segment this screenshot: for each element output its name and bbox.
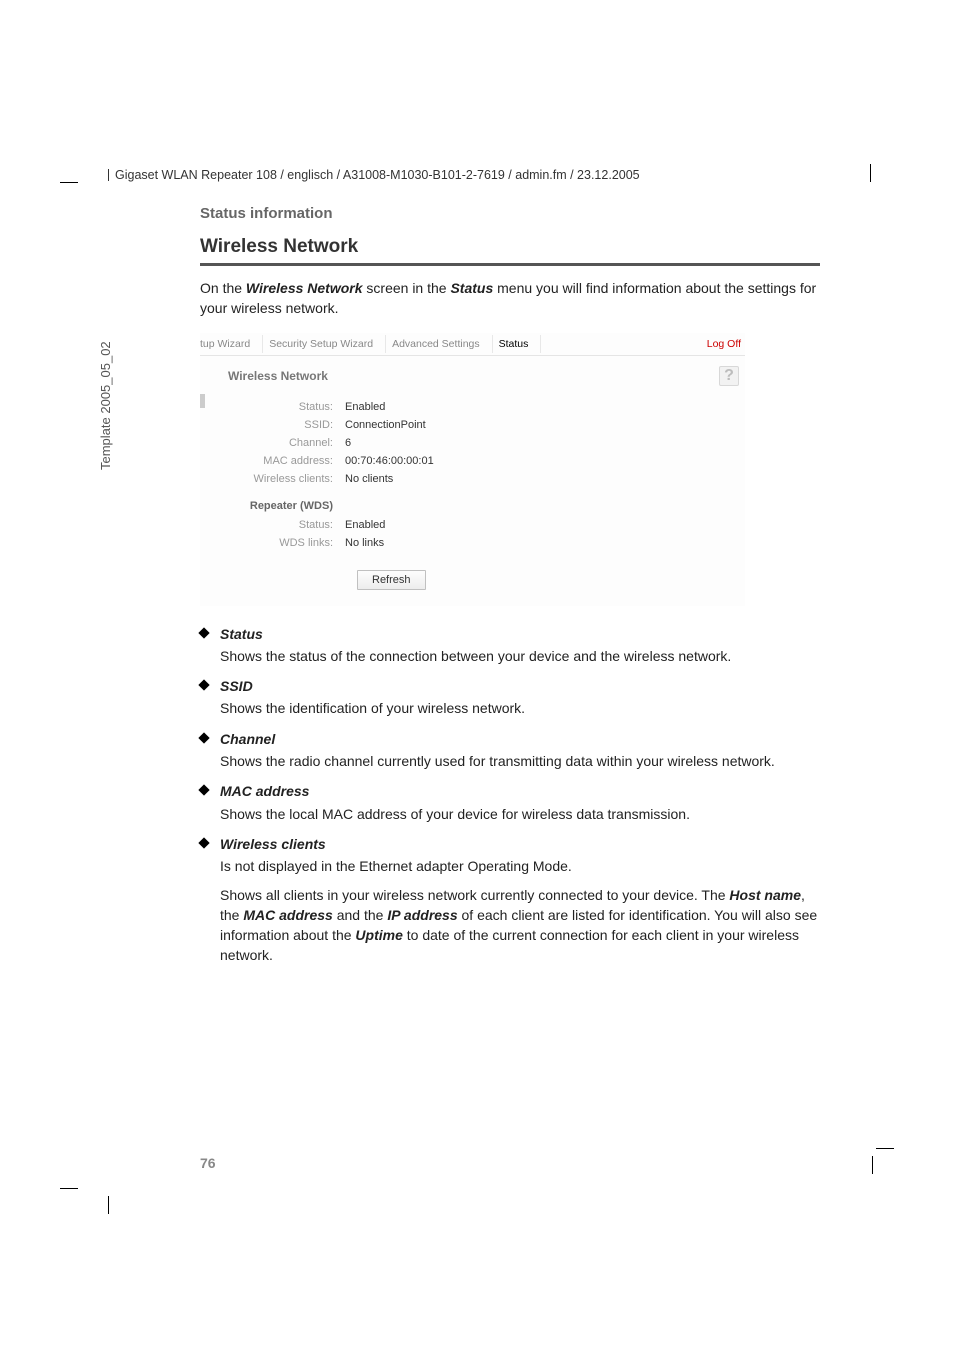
intro-paragraph: On the Wireless Network screen in the St… xyxy=(200,278,820,319)
side-marker xyxy=(200,394,205,408)
diamond-icon xyxy=(198,732,209,743)
logoff-link[interactable]: Log Off xyxy=(707,338,745,350)
desc-item-ssid: SSID Shows the identification of your wi… xyxy=(200,676,820,719)
label-channel: Channel: xyxy=(200,437,345,449)
diamond-icon xyxy=(198,680,209,691)
value-ssid: ConnectionPoint xyxy=(345,419,426,431)
label-wds-status: Status: xyxy=(200,519,345,531)
heading-underline xyxy=(200,263,820,266)
subheading-repeater: Repeater (WDS) xyxy=(200,500,345,512)
diamond-icon xyxy=(198,627,209,638)
doc-header-text: Gigaset WLAN Repeater 108 / englisch / A… xyxy=(115,168,640,182)
status-panel: tup Wizard Security Setup Wizard Advance… xyxy=(200,333,745,606)
tab-status[interactable]: Status xyxy=(493,335,542,353)
doc-header-line: Gigaset WLAN Repeater 108 / englisch / A… xyxy=(108,168,640,182)
value-channel: 6 xyxy=(345,437,351,449)
desc-item-channel: Channel Shows the radio channel currentl… xyxy=(200,729,820,772)
refresh-button[interactable]: Refresh xyxy=(357,570,426,590)
page-number: 76 xyxy=(200,1155,216,1171)
desc-item-status: Status Shows the status of the connectio… xyxy=(200,624,820,667)
tab-advanced-settings[interactable]: Advanced Settings xyxy=(386,335,493,353)
tab-security-setup-wizard[interactable]: Security Setup Wizard xyxy=(263,335,386,353)
value-status: Enabled xyxy=(345,401,385,413)
value-wds-links: No links xyxy=(345,537,384,549)
label-clients: Wireless clients: xyxy=(200,473,345,485)
value-mac: 00:70:46:00:00:01 xyxy=(345,455,434,467)
desc-item-mac: MAC address Shows the local MAC address … xyxy=(200,781,820,824)
label-ssid: SSID: xyxy=(200,419,345,431)
template-version-text: Template 2005_05_02 xyxy=(98,341,113,470)
value-clients: No clients xyxy=(345,473,393,485)
section-title: Status information xyxy=(200,205,820,222)
panel-tabs: tup Wizard Security Setup Wizard Advance… xyxy=(200,333,745,355)
label-status: Status: xyxy=(200,401,345,413)
desc-list: Status Shows the status of the connectio… xyxy=(200,624,820,966)
diamond-icon xyxy=(198,785,209,796)
page-heading: Wireless Network xyxy=(200,236,820,260)
value-wds-status: Enabled xyxy=(345,519,385,531)
panel-title: Wireless Network xyxy=(228,369,328,383)
desc-item-wireless-clients: Wireless clients Is not displayed in the… xyxy=(200,834,820,966)
diamond-icon xyxy=(198,837,209,848)
help-icon[interactable]: ? xyxy=(719,366,739,386)
tab-setup-wizard[interactable]: tup Wizard xyxy=(200,335,263,353)
label-mac: MAC address: xyxy=(200,455,345,467)
label-wds-links: WDS links: xyxy=(200,537,345,549)
